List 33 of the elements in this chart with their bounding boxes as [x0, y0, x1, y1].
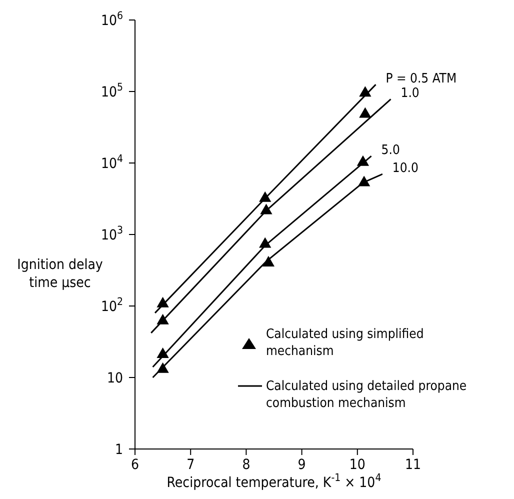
y-tick-label: 1: [114, 442, 123, 458]
y-axis-title: Ignition delay time µsec: [17, 256, 104, 291]
point: [359, 86, 372, 97]
series-label: 10.0: [392, 161, 418, 176]
point: [356, 155, 370, 166]
y-tick-label: 10$^{4}$: [100, 153, 123, 172]
x-axis-title: Reciprocal temperature, K$^{-1}$ × 10$^{4}$: [166, 472, 382, 491]
point: [156, 314, 169, 324]
point: [156, 362, 169, 373]
point: [359, 107, 372, 118]
x-tick-label: 7: [186, 457, 195, 473]
x-tick-label: 10: [349, 457, 366, 473]
y-tick-label: 10$^{6}$: [100, 10, 123, 29]
annotation: Calculated using detailed propane combustion mechanism: [266, 378, 468, 412]
point: [262, 256, 275, 266]
legend-label: Calculated using simplified mechanism: [266, 326, 425, 360]
y-tick-label: 10: [106, 370, 123, 386]
x-tick-label: 6: [130, 457, 140, 473]
point: [358, 176, 370, 186]
series-label: P = 0.5 ATM: [386, 72, 457, 87]
y-tick-label: 10$^{2}$: [100, 296, 123, 315]
point: [259, 237, 272, 248]
point: [156, 347, 169, 358]
x-tick-label: 11: [404, 457, 422, 473]
y-tick-label: 10$^{3}$: [100, 224, 123, 244]
series-label: 1.0: [400, 86, 420, 102]
series-label: 5.0: [381, 143, 400, 158]
x-tick-label: 8: [242, 457, 250, 473]
y-tick-label: 10$^{5}$: [100, 82, 123, 100]
point: [259, 191, 272, 202]
point: [156, 296, 169, 308]
x-tick-label: 9: [298, 457, 306, 473]
point: [260, 204, 272, 214]
